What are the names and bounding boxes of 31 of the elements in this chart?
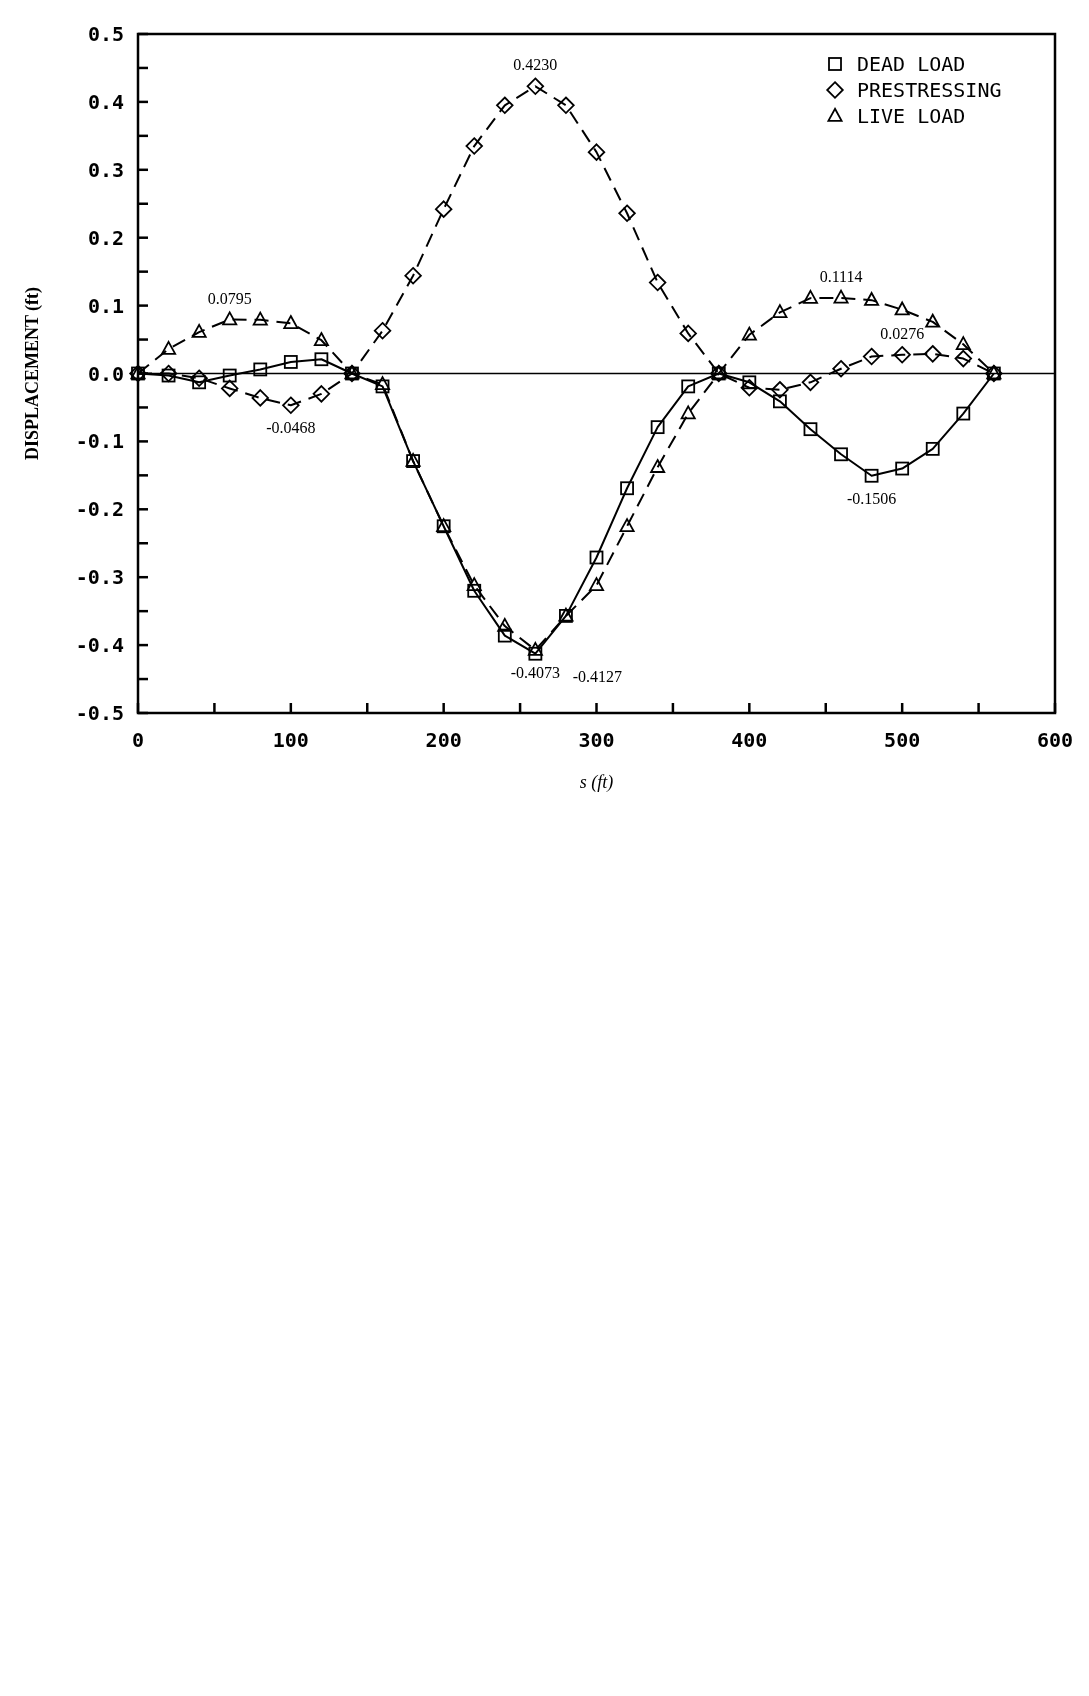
y-tick-label: -0.3 (75, 565, 124, 590)
x-axis-title: s (ft) (579, 772, 614, 793)
x-tick-label: 500 (884, 728, 921, 752)
y-tick-label: -0.2 (75, 497, 124, 522)
legend-label: LIVE LOAD (857, 104, 966, 128)
annotation: -0.0468 (266, 419, 316, 437)
x-tick-label: 0 (131, 728, 145, 752)
annotation: 0.1114 (819, 267, 863, 285)
annotation: -0.1506 (846, 489, 897, 507)
x-tick-label: 200 (425, 728, 462, 752)
legend-label: DEAD LOAD (857, 52, 966, 76)
y-tick-label: 0.5 (87, 22, 124, 46)
x-tick-label: 400 (731, 728, 768, 752)
annotation: -0.4073 (510, 664, 561, 682)
x-tick-label: 100 (272, 728, 309, 752)
y-tick-label: -0.4 (75, 633, 124, 658)
y-tick-label: 0.3 (87, 157, 124, 182)
x-tick-label: 300 (578, 728, 615, 752)
y-tick-label: -0.5 (75, 701, 124, 725)
y-tick-label: -0.1 (75, 429, 124, 454)
y-tick-label: 0.2 (87, 225, 124, 250)
annotation: 0.0276 (880, 324, 925, 342)
y-tick-label: 0.1 (87, 293, 124, 318)
annotation: 0.4230 (513, 56, 558, 74)
y-tick-label: 0.4 (87, 89, 124, 114)
x-tick-label: 600 (1036, 728, 1074, 752)
y-tick-label: 0.0 (87, 361, 124, 386)
legend-label: PRESTRESSING (857, 78, 1002, 102)
annotation: -0.4127 (572, 667, 623, 685)
annotation: 0.0795 (207, 289, 252, 307)
y-axis-title: DISPLACEMENT (ft) (22, 286, 43, 461)
